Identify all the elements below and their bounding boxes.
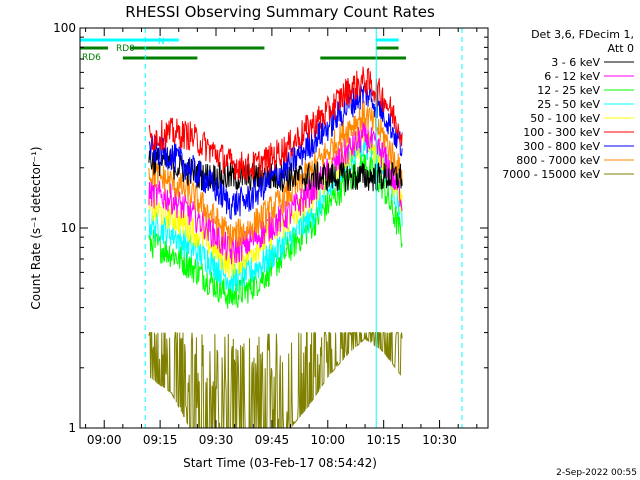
legend-entry: 6 - 12 keV: [544, 70, 600, 83]
x-tick-label: 10:00: [310, 433, 345, 447]
y-tick-label: 10: [61, 221, 76, 235]
y-tick-label: 1: [68, 421, 76, 435]
series-line-5: [148, 66, 403, 182]
vertical-markers: [144, 28, 463, 428]
series-line-6: [148, 82, 403, 221]
series-line-1: [148, 121, 403, 265]
x-tick-label: 09:30: [199, 433, 234, 447]
flag-bars: N RD0 RD6: [80, 37, 407, 63]
footer-date: 2-Sep-2022 00:55: [556, 468, 637, 478]
legend-entry: 3 - 6 keV: [551, 56, 600, 69]
legend-header: Det 3,6, FDecim 1,: [531, 28, 634, 41]
legend-header: Att 0: [608, 42, 634, 55]
series-line-7: [148, 100, 403, 251]
chart-title: RHESSI Observing Summary Count Rates: [125, 3, 435, 21]
plot-area: [148, 66, 403, 429]
x-tick-label: 10:30: [422, 433, 457, 447]
axes: 1 10 100 09:00 09:15 09:30 09:45 10:00 10:15 10:3…: [53, 21, 489, 447]
y-tick-label: 100: [53, 21, 76, 35]
x-tick-label: 09:45: [255, 433, 290, 447]
flag-label-rd6: RD6: [82, 53, 101, 63]
legend-entry: 7000 - 15000 keV: [502, 168, 600, 181]
legend-entry: 25 - 50 keV: [537, 98, 600, 111]
flag-label-n: N: [158, 37, 165, 47]
x-tick-label: 09:00: [87, 433, 122, 447]
legend-entry: 12 - 25 keV: [537, 84, 600, 97]
x-tick-label: 09:15: [143, 433, 178, 447]
x-axis-label: Start Time (03-Feb-17 08:54:42): [183, 456, 377, 470]
series-line-8: [148, 331, 403, 429]
x-tick-label: 10:15: [366, 433, 401, 447]
legend-entry: 300 - 800 keV: [523, 140, 600, 153]
legend-entry: 100 - 300 keV: [523, 126, 600, 139]
legend-entry: 800 - 7000 keV: [516, 154, 600, 167]
legend-entry: 50 - 100 keV: [530, 112, 600, 125]
flag-label-rd0: RD0: [116, 44, 135, 54]
y-axis-label: Count Rate (s⁻¹ detector⁻¹): [29, 146, 43, 309]
